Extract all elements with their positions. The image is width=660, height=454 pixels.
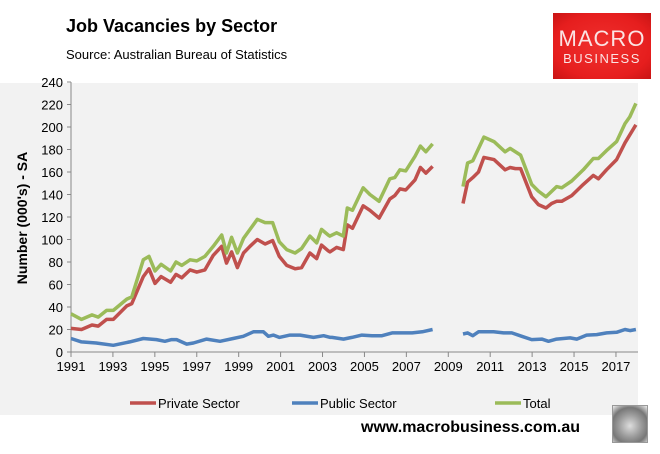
fox-mascot-icon: [612, 405, 648, 443]
logo-line-1: MACRO: [558, 26, 646, 51]
macrobusiness-logo: MACRO BUSINESS: [553, 13, 651, 79]
x-tick-label: 1993: [98, 359, 127, 374]
x-tick-label: 2013: [518, 359, 547, 374]
x-tick-label: 2011: [476, 359, 504, 374]
series-line-public-sector: [70, 327, 637, 348]
y-tick-label: 100: [41, 233, 63, 248]
x-tick-label: 2009: [434, 359, 463, 374]
y-tick-label: 80: [49, 255, 63, 270]
y-tick-label: 0: [56, 345, 63, 360]
x-tick-label: 1995: [140, 359, 169, 374]
x-tick-label: 1997: [182, 359, 211, 374]
y-tick-label: 140: [41, 188, 63, 203]
x-tick-label: 2017: [601, 359, 630, 374]
legend-label: Total: [523, 396, 551, 411]
y-tick-label: 240: [41, 75, 63, 90]
website-url[interactable]: www.macrobusiness.com.au: [361, 419, 581, 436]
y-tick-label: 40: [49, 300, 63, 315]
x-tick-label: 2001: [266, 359, 295, 374]
series-line-private-sector: [70, 123, 638, 332]
y-tick-label: 220: [41, 98, 63, 113]
legend-label: Private Sector: [158, 396, 240, 411]
y-tick-label: 60: [49, 278, 63, 293]
x-tick-label: 2015: [560, 359, 589, 374]
y-tick-label: 20: [49, 323, 63, 338]
y-axis-label: Number (000's) - SA: [14, 152, 30, 284]
x-tick-label: 2007: [392, 359, 421, 374]
x-tick-label: 2005: [350, 359, 379, 374]
chart-title: Job Vacancies by Sector: [66, 16, 278, 36]
x-tick-label: 1999: [224, 359, 253, 374]
x-tick-label: 1991: [57, 359, 86, 374]
y-tick-label: 160: [41, 165, 63, 180]
chart-source: Source: Australian Bureau of Statistics: [66, 47, 288, 62]
legend-label: Public Sector: [320, 396, 397, 411]
x-tick-label: 2003: [308, 359, 337, 374]
y-tick-label: 120: [41, 210, 63, 225]
y-tick-label: 200: [41, 120, 63, 135]
logo-line-2: BUSINESS: [563, 51, 641, 66]
y-tick-label: 180: [41, 143, 63, 158]
series-line-total: [70, 102, 638, 322]
